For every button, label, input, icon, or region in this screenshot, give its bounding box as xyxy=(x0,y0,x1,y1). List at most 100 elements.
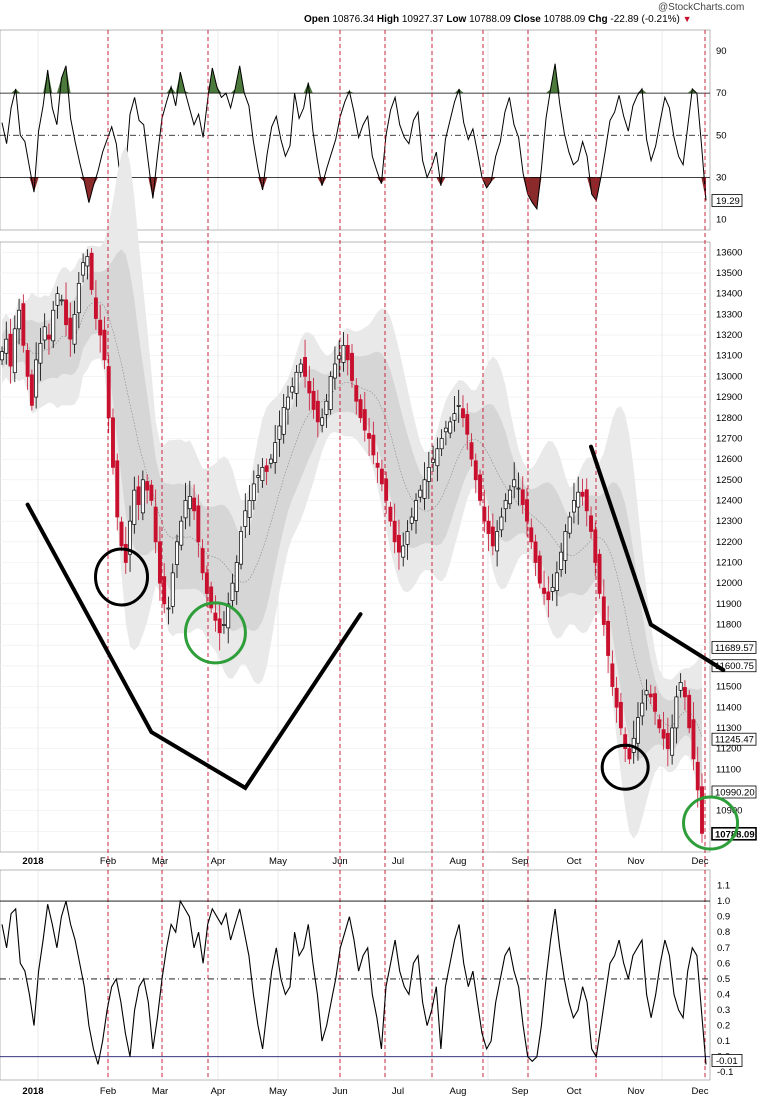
candle-body-66 xyxy=(281,407,286,435)
candle-body-4 xyxy=(17,309,22,330)
osc-tick-label-11: 1.0 xyxy=(717,896,730,907)
price-label-box-3: 10990.20 xyxy=(711,785,757,799)
candle-body-27 xyxy=(115,460,120,518)
candle-body-25 xyxy=(106,366,111,419)
candle-body-90 xyxy=(384,478,389,501)
candle-body-126 xyxy=(537,555,542,584)
candle-body-158 xyxy=(674,696,679,729)
price-month-label-2: Mar xyxy=(152,856,168,867)
quote-header: Open 10876.34 High 10927.37 Low 10788.09… xyxy=(304,14,692,25)
candle-body-117 xyxy=(499,516,504,531)
candle-body-88 xyxy=(375,462,380,468)
candle-body-132 xyxy=(563,531,568,561)
candle-body-125 xyxy=(533,541,538,563)
price-tick-label-12: 12000 xyxy=(716,578,742,589)
price-tick-label-22: 13000 xyxy=(716,371,742,382)
candle-body-0 xyxy=(0,351,4,361)
candle-body-150 xyxy=(640,702,645,717)
close-label: Close xyxy=(513,14,541,25)
candle-body-109 xyxy=(465,414,470,435)
price-month-label-3: Apr xyxy=(211,856,226,867)
candle-body-31 xyxy=(132,489,137,525)
rsi-last-value: 19.29 xyxy=(716,196,740,207)
candle-body-94 xyxy=(401,545,406,558)
candle-body-14 xyxy=(59,299,64,302)
candle-body-33 xyxy=(140,479,145,514)
candle-body-137 xyxy=(584,489,589,512)
price-tick-label-19: 12700 xyxy=(716,433,742,444)
price-tick-label-13: 12100 xyxy=(716,558,742,569)
candle-body-51 xyxy=(217,618,222,634)
candle-body-44 xyxy=(187,495,192,510)
candle-body-154 xyxy=(657,719,662,729)
candle-body-135 xyxy=(576,491,581,508)
price-tick-label-15: 12300 xyxy=(716,516,742,527)
candle-body-32 xyxy=(136,486,141,505)
osc-month-label-2: Mar xyxy=(152,1086,168,1097)
osc-tick-label-6: 0.5 xyxy=(717,974,730,985)
open-value: 10876.34 xyxy=(332,14,375,25)
candle-body-106 xyxy=(452,413,457,421)
candle-body-45 xyxy=(192,497,197,512)
candle-body-17 xyxy=(72,314,77,345)
candle-body-97 xyxy=(414,500,418,521)
price-label-bg-3 xyxy=(711,785,757,799)
candle-body-73 xyxy=(311,390,316,410)
candle-body-128 xyxy=(546,591,551,601)
price-label-1: 11600.75 xyxy=(715,661,754,672)
rsi-tick-label-2: 50 xyxy=(716,130,727,141)
candle-body-144 xyxy=(614,687,619,708)
candle-body-116 xyxy=(495,531,500,552)
candle-body-133 xyxy=(567,516,572,534)
candle-body-21 xyxy=(89,252,94,290)
price-tick-label-3: 11100 xyxy=(716,764,741,775)
candle-body-47 xyxy=(200,548,205,574)
candle-body-46 xyxy=(196,505,201,543)
candle-body-152 xyxy=(648,693,653,698)
candle-body-81 xyxy=(345,345,350,361)
price-tick-label-16: 12400 xyxy=(716,495,742,506)
osc-tick-label-4: 0.3 xyxy=(717,1005,730,1016)
candle-body-69 xyxy=(294,371,299,394)
price-tick-label-5: 11300 xyxy=(716,723,742,734)
osc-tick-label-12: 1.1 xyxy=(717,881,730,892)
candle-body-79 xyxy=(337,355,342,360)
candle-body-102 xyxy=(435,448,440,467)
candle-body-52 xyxy=(222,624,226,626)
osc-month-label-3: Apr xyxy=(211,1086,226,1097)
candle-body-164 xyxy=(700,786,704,834)
candle-body-100 xyxy=(426,467,431,482)
candle-body-93 xyxy=(397,534,401,553)
close-value: 10788.09 xyxy=(543,14,586,25)
candle-body-159 xyxy=(678,682,683,691)
chg-value: -22.89 (-0.21%) xyxy=(610,14,680,25)
rsi-oversold-fill xyxy=(2,177,706,209)
candle-body-107 xyxy=(456,405,461,407)
rsi-tick-label-1: 30 xyxy=(716,172,727,183)
candle-body-54 xyxy=(230,582,235,601)
price-tick-label-14: 12200 xyxy=(716,537,742,548)
candle-body-139 xyxy=(593,529,598,563)
candle-body-131 xyxy=(559,551,564,570)
candle-body-40 xyxy=(170,572,175,607)
candle-body-99 xyxy=(422,479,427,499)
candle-body-162 xyxy=(691,719,696,760)
annotation-black-circle-1 xyxy=(94,547,150,607)
price-tick-label-10: 11800 xyxy=(716,620,742,631)
price-tick-label-17: 12500 xyxy=(716,475,742,486)
candle-body-56 xyxy=(239,531,243,565)
price-label-3: 10990.20 xyxy=(715,787,755,798)
candle-body-112 xyxy=(478,474,482,501)
osc-tick-label-8: 0.7 xyxy=(717,943,730,954)
candle-body-98 xyxy=(418,489,423,498)
candle-body-63 xyxy=(268,458,273,464)
candle-body-70 xyxy=(298,363,303,373)
candle-body-57 xyxy=(243,510,248,527)
candle-body-143 xyxy=(610,663,615,687)
candle-body-163 xyxy=(695,761,700,791)
candle-body-78 xyxy=(332,363,337,379)
candle-body-118 xyxy=(503,500,508,510)
candle-body-103 xyxy=(439,438,444,450)
candle-body-140 xyxy=(597,553,602,594)
